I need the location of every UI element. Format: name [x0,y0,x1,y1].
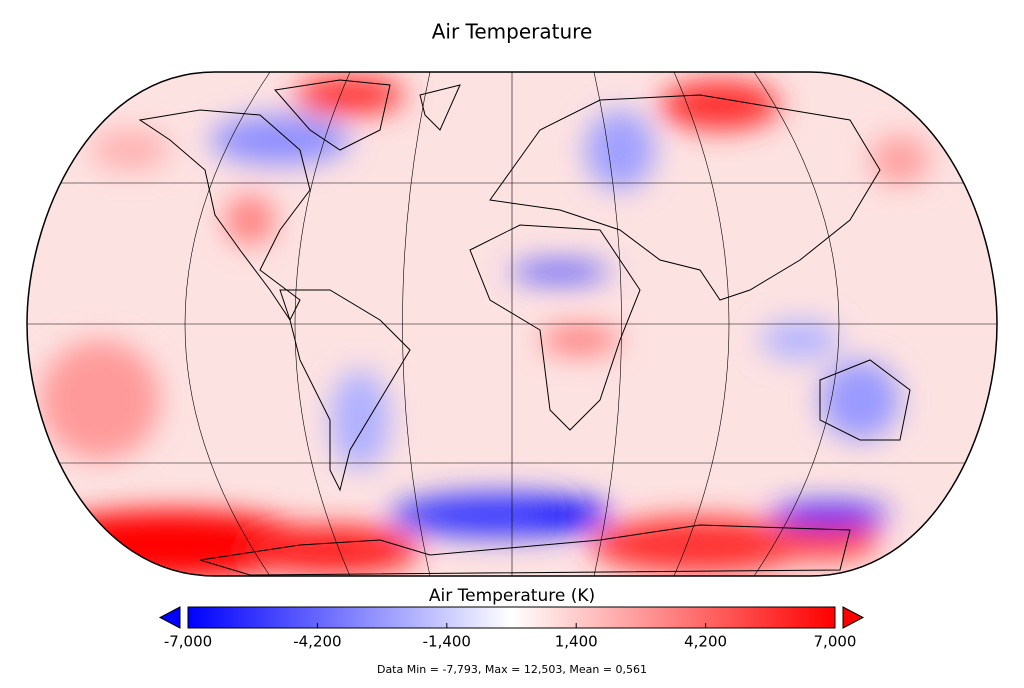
colorbar-scale [187,606,836,629]
over-arrow [842,606,865,629]
temperature-field [27,75,930,576]
graticule [27,72,997,576]
tick-label: 1,400 [555,633,598,651]
coastlines [138,79,911,576]
tick-label: -7,000 [164,633,212,651]
colorbar: -7,000 -4,200 -1,400 1,400 4,200 7,000 [158,606,865,651]
colorbar-label: Air Temperature (K) [429,586,595,606]
title: Air Temperature [432,20,593,44]
under-arrow [158,606,181,629]
tick-label: -4,200 [293,633,341,651]
data-stats: Data Min = -7,793, Max = 12,503, Mean = … [377,663,647,676]
map-outline [26,71,998,577]
tick-label: -1,400 [423,633,471,651]
map [27,72,997,576]
tick-label: 4,200 [684,633,727,651]
tick-label: 7,000 [814,633,857,651]
